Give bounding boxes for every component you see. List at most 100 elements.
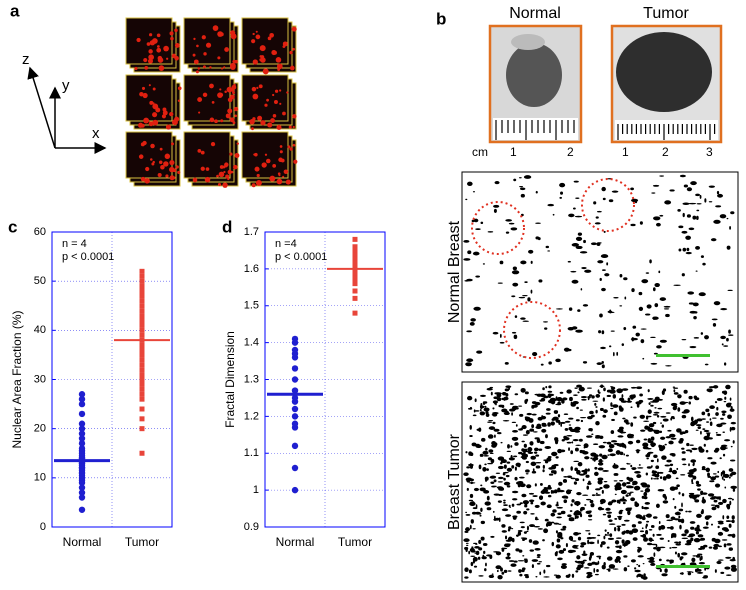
image-stacks — [125, 17, 298, 188]
cell — [209, 83, 214, 89]
blob — [499, 333, 502, 338]
blob — [608, 523, 616, 525]
blob — [471, 546, 474, 549]
blob — [648, 559, 655, 563]
blob — [600, 543, 603, 548]
point — [291, 486, 299, 494]
blob — [677, 552, 681, 558]
blob — [705, 521, 709, 526]
blob — [580, 542, 587, 546]
blob — [507, 555, 510, 558]
blob — [500, 441, 503, 444]
blob — [654, 474, 660, 478]
cell — [266, 98, 269, 102]
blob — [526, 508, 530, 511]
point — [291, 420, 299, 427]
point — [139, 347, 145, 353]
blob — [723, 478, 726, 481]
cell — [214, 119, 218, 124]
cell — [259, 45, 266, 52]
blob — [610, 330, 615, 332]
blob — [642, 562, 645, 565]
blob — [618, 397, 625, 402]
point — [352, 255, 358, 261]
blob — [607, 310, 613, 313]
blob — [469, 424, 472, 430]
blob — [591, 494, 596, 497]
blob — [674, 511, 681, 516]
blob — [563, 475, 568, 478]
blob — [524, 399, 528, 405]
blob — [514, 393, 519, 396]
cell — [212, 25, 219, 31]
blob — [503, 464, 507, 469]
blob — [665, 365, 672, 367]
highlight — [581, 178, 635, 232]
blob — [468, 482, 476, 484]
blob — [728, 334, 734, 336]
blob — [517, 530, 523, 532]
cell — [272, 114, 277, 118]
blob — [724, 566, 731, 570]
blob — [692, 462, 695, 466]
point — [78, 425, 86, 432]
blob — [553, 464, 559, 467]
micro-frame — [461, 171, 739, 373]
blob — [692, 215, 697, 220]
blob — [681, 552, 688, 556]
blob — [717, 559, 724, 561]
blob — [556, 516, 562, 519]
blob — [573, 394, 578, 396]
blob — [665, 514, 670, 519]
photo-title: Tumor — [643, 5, 689, 22]
blob — [579, 409, 583, 411]
blob — [483, 407, 490, 412]
blob — [716, 560, 722, 565]
blob — [563, 499, 568, 504]
cell — [205, 167, 210, 171]
y-tick-label: 40 — [34, 324, 46, 336]
blob — [725, 402, 732, 408]
blob — [712, 473, 717, 475]
blob — [642, 442, 649, 448]
blob — [600, 254, 609, 259]
cell — [148, 49, 153, 54]
blob — [697, 553, 703, 556]
blob — [626, 400, 633, 403]
blob — [651, 543, 658, 546]
blob — [471, 219, 475, 223]
cell — [169, 111, 174, 117]
blob — [501, 530, 507, 533]
blob — [637, 555, 644, 558]
blob — [654, 303, 659, 308]
panel-label: c — [8, 217, 17, 236]
blob — [545, 523, 549, 527]
blob — [474, 552, 478, 554]
blob — [488, 419, 494, 422]
blob — [726, 337, 729, 342]
blob — [621, 388, 629, 391]
point — [139, 293, 145, 299]
blob — [592, 457, 594, 461]
blob — [490, 481, 495, 484]
blob — [670, 402, 678, 407]
blob — [476, 428, 482, 431]
point — [139, 327, 145, 333]
blob — [484, 501, 491, 506]
blob — [486, 495, 490, 501]
cell — [174, 28, 178, 33]
blob — [685, 510, 688, 513]
blob — [593, 443, 599, 445]
blob — [676, 428, 682, 433]
blob — [681, 572, 684, 575]
blob — [536, 554, 541, 557]
blob — [553, 470, 557, 475]
blob — [601, 330, 605, 335]
blob — [612, 404, 619, 408]
blob — [635, 439, 641, 444]
blob — [469, 501, 476, 507]
blob — [625, 485, 633, 489]
point — [352, 244, 358, 250]
blob — [546, 504, 552, 509]
blob — [492, 412, 499, 415]
